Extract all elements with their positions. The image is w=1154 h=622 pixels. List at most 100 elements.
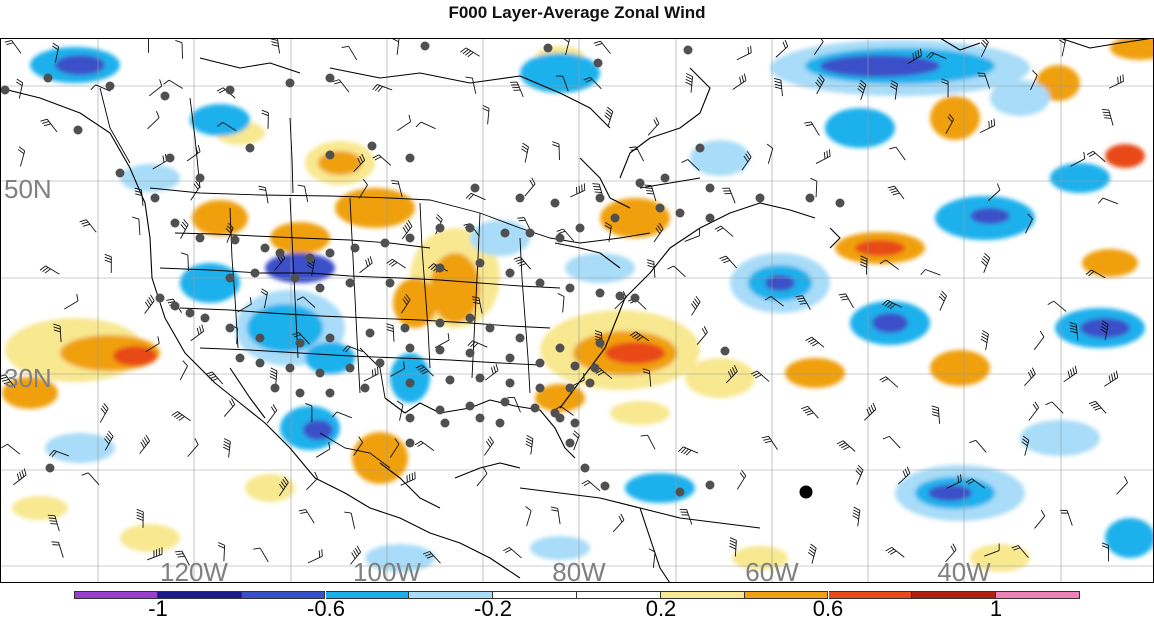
wind-barb — [261, 109, 269, 129]
station-dot — [225, 273, 235, 283]
wind-barb — [391, 180, 403, 197]
wind-barb — [945, 113, 955, 134]
wind-barb — [476, 467, 488, 487]
wind-barb — [513, 256, 532, 270]
wind-barb — [681, 159, 700, 171]
wind-barb — [270, 38, 280, 54]
station-dot — [435, 263, 445, 273]
wind-barb — [81, 472, 100, 485]
wind-barb — [979, 118, 996, 133]
station-dot — [345, 278, 355, 288]
station-dot — [805, 193, 815, 203]
station-dot — [245, 143, 255, 153]
station-dot — [660, 173, 670, 183]
station-dot — [200, 313, 210, 323]
colorbar-segment — [74, 591, 158, 599]
wind-barb — [64, 293, 79, 310]
wind-barb — [570, 183, 586, 198]
station-dot — [630, 293, 640, 303]
wind-barb — [1024, 367, 1036, 386]
station-dot — [420, 41, 430, 51]
wind-barb — [860, 255, 868, 275]
wind-barb — [353, 153, 366, 173]
station-dot — [475, 413, 485, 423]
station-dot — [435, 345, 445, 355]
wind-barb — [79, 219, 97, 233]
wind-barb — [1097, 197, 1119, 205]
wind-barb — [714, 225, 734, 237]
wind-barb — [761, 435, 778, 450]
wind-barb — [1011, 545, 1029, 559]
wind-barb — [190, 181, 200, 201]
wind-barb — [484, 436, 494, 456]
wind-barb — [465, 76, 477, 94]
colorbar-label: -0.2 — [474, 596, 512, 621]
station-dot — [315, 368, 325, 378]
station-dot — [285, 363, 295, 373]
station-dot — [405, 438, 415, 448]
station-dot — [155, 293, 165, 303]
station-dot — [705, 213, 715, 223]
wind-barb — [467, 340, 488, 349]
colorbar-segment — [996, 591, 1080, 599]
station-dot — [565, 383, 575, 393]
station-dot — [255, 358, 265, 368]
wind-barb — [163, 79, 183, 89]
station-dot — [615, 291, 625, 301]
wind-barb — [171, 411, 191, 422]
wind-barb — [525, 434, 534, 455]
wind-barb — [237, 297, 252, 313]
wind-barb — [852, 506, 861, 527]
station-dot — [535, 358, 545, 368]
wind-barb — [977, 72, 990, 89]
wind-barb — [13, 468, 27, 486]
station-dot — [305, 253, 315, 263]
station-dot — [325, 73, 335, 83]
lon-label-100w: 100W — [353, 557, 421, 583]
wind-barb — [510, 81, 524, 98]
wind-barb — [1104, 370, 1119, 387]
lat-label-30n: 30N — [4, 363, 52, 393]
wind-barb — [653, 222, 664, 243]
wind-barb — [148, 38, 149, 53]
station-dot — [325, 388, 335, 398]
wind-barb — [815, 149, 831, 164]
station-dot — [535, 383, 545, 393]
station-dot — [235, 353, 245, 363]
station-dot — [405, 378, 415, 388]
wind-barb — [372, 84, 393, 93]
station-dot — [525, 228, 535, 238]
wind-barb — [741, 151, 752, 171]
station-dot — [225, 85, 235, 95]
wind-barb — [810, 177, 818, 198]
wind-barb — [132, 216, 141, 236]
wind-barb — [266, 404, 278, 424]
station-dot — [260, 243, 270, 253]
station-dot — [475, 258, 485, 268]
wind-barb — [344, 511, 356, 529]
station-dot — [170, 218, 180, 228]
station-dot — [325, 333, 335, 343]
wind-barb — [400, 471, 416, 486]
wind-barb — [684, 228, 701, 242]
station-dot — [270, 383, 280, 393]
wind-barb — [557, 293, 565, 313]
wind-barb — [887, 185, 905, 200]
wind-barb — [414, 440, 435, 452]
wind-barb — [1086, 150, 1106, 163]
wind-barb — [890, 80, 898, 100]
wind-barb — [278, 476, 289, 497]
colorbar-label: 1 — [989, 596, 1003, 621]
station-dot — [505, 268, 515, 278]
wind-barb — [39, 265, 60, 275]
station-dot — [115, 168, 125, 178]
wind-barb — [1085, 269, 1106, 279]
wind-barb — [397, 114, 412, 132]
wind-barb — [604, 222, 612, 242]
wind-barb — [90, 84, 111, 92]
wind-barb — [667, 265, 686, 278]
wind-barb — [52, 42, 60, 63]
wind-barb — [187, 438, 199, 457]
wind-barb — [732, 73, 747, 90]
station-dot — [535, 278, 545, 288]
